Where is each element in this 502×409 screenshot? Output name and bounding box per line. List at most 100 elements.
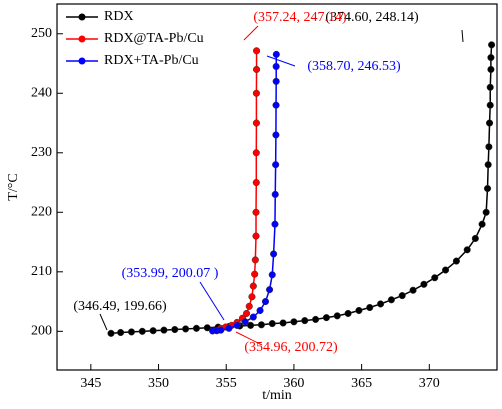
data-point	[482, 208, 490, 216]
data-point	[138, 327, 146, 335]
data-point	[257, 321, 265, 329]
data-point	[182, 325, 190, 333]
data-point	[160, 326, 168, 334]
x-axis-label: t/min	[262, 388, 292, 403]
data-point	[248, 293, 256, 301]
data-point	[272, 50, 280, 58]
data-point	[420, 280, 428, 288]
legend-label: RDX	[104, 9, 134, 24]
data-point	[251, 256, 259, 264]
data-point	[463, 246, 471, 254]
data-point	[312, 315, 320, 323]
data-point	[225, 324, 233, 332]
data-point	[117, 328, 125, 337]
data-point	[387, 296, 395, 304]
y-tick-label: 210	[31, 264, 52, 279]
data-point	[252, 232, 260, 240]
data-point	[483, 184, 492, 193]
data-point	[217, 326, 225, 334]
data-point	[249, 282, 257, 290]
data-point	[487, 54, 495, 62]
series-line	[110, 44, 493, 335]
data-point	[486, 101, 494, 109]
data-point	[252, 208, 260, 216]
data-point	[242, 309, 251, 318]
annotation: (357.24, 247.14)	[253, 10, 347, 25]
data-point	[409, 286, 417, 294]
data-point	[484, 161, 492, 169]
annotation: (353.99, 200.07 )	[122, 266, 219, 281]
x-tick-label: 355	[216, 376, 237, 391]
data-point	[344, 309, 352, 318]
annotation-arrow	[199, 281, 225, 321]
data-point	[290, 318, 298, 326]
data-point	[366, 303, 374, 312]
y-tick-label: 230	[31, 145, 52, 160]
data-point	[377, 300, 385, 308]
data-point	[241, 318, 249, 326]
data-point	[256, 306, 264, 315]
x-tick-label: 350	[148, 376, 169, 391]
x-tick-label: 365	[351, 376, 372, 391]
data-point	[268, 271, 276, 279]
data-point	[272, 101, 280, 109]
x-tick-label: 345	[80, 376, 101, 391]
data-point	[478, 220, 486, 228]
data-point	[251, 270, 259, 278]
legend-marker	[78, 35, 86, 43]
data-point	[398, 292, 406, 300]
data-point	[252, 178, 260, 187]
y-axis-label: T/°C	[6, 173, 21, 200]
data-point	[266, 286, 274, 294]
y-tick-label: 200	[31, 324, 52, 339]
data-point	[322, 314, 330, 322]
y-tick-label: 220	[31, 205, 52, 220]
x-tick-label: 370	[419, 376, 440, 391]
legend-label: RDX@TA-Pb/Cu	[104, 31, 204, 46]
data-point	[149, 327, 157, 335]
data-point	[252, 89, 260, 97]
data-point	[272, 131, 280, 139]
annotation: (358.70, 246.53)	[307, 59, 401, 74]
data-point	[272, 161, 280, 169]
annotation-arrow	[99, 313, 108, 331]
data-point	[253, 47, 261, 55]
annotation: (354.96, 200.72)	[244, 340, 338, 355]
data-point	[245, 302, 253, 310]
data-point	[192, 324, 200, 332]
annotation-arrow	[461, 29, 464, 43]
data-point	[487, 65, 495, 74]
data-point	[233, 321, 241, 329]
data-point	[452, 257, 460, 265]
data-point	[333, 312, 341, 320]
data-point	[355, 306, 363, 315]
data-point	[471, 234, 479, 243]
data-point	[488, 41, 496, 49]
annotation: (346.49, 199.66)	[73, 299, 167, 314]
data-point	[431, 274, 439, 282]
data-point	[442, 266, 450, 274]
data-point	[261, 298, 270, 306]
data-point	[270, 250, 278, 258]
plot-frame	[56, 3, 498, 371]
data-point	[486, 83, 494, 91]
data-point	[485, 143, 493, 151]
y-tick-label: 240	[31, 85, 52, 100]
data-point	[486, 119, 494, 127]
data-point	[252, 149, 260, 157]
data-point	[203, 324, 211, 332]
data-point	[279, 319, 287, 327]
data-point	[268, 320, 276, 328]
data-point	[272, 62, 280, 71]
data-point	[247, 321, 255, 329]
data-point	[107, 329, 115, 337]
legend-label: RDX+TA-Pb/Cu	[104, 53, 199, 68]
data-point	[127, 328, 136, 336]
legend-marker	[78, 13, 86, 21]
legend-marker	[78, 57, 86, 65]
data-point	[271, 190, 279, 198]
data-point	[253, 65, 261, 74]
data-point	[252, 119, 260, 127]
annotation-arrow	[235, 331, 263, 346]
